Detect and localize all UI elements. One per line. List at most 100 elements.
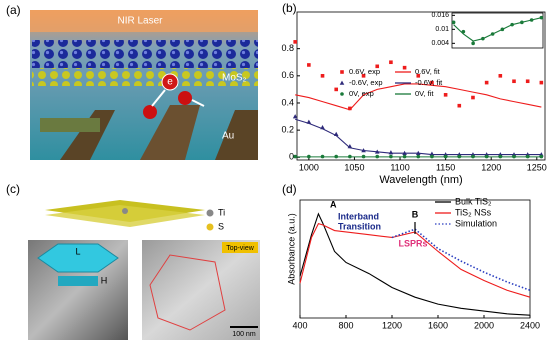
marker xyxy=(348,106,352,111)
scale-bar xyxy=(230,326,258,328)
au-bar xyxy=(40,118,100,132)
legend-text: TiS₂ NSs xyxy=(455,207,492,217)
x-tick-label: 1000 xyxy=(299,162,319,172)
marker xyxy=(320,74,325,78)
marker xyxy=(471,41,475,46)
y-tick-label: 0 xyxy=(289,152,294,162)
marker xyxy=(443,93,448,97)
marker xyxy=(307,63,311,67)
annotation: Interband xyxy=(338,211,379,221)
marker xyxy=(293,40,297,44)
y-tick-label: 0.016 xyxy=(431,12,449,19)
y-tick-label: 0.4 xyxy=(281,97,294,107)
marker xyxy=(339,80,345,85)
marker xyxy=(457,103,462,108)
arrow xyxy=(191,99,205,107)
panel-label: (b) xyxy=(282,1,297,15)
x-tick-label: 2400 xyxy=(520,320,540,330)
length-label: L xyxy=(75,246,80,256)
series-line xyxy=(299,222,531,298)
x-tick-label: 800 xyxy=(338,320,353,330)
laser-glow xyxy=(30,10,258,32)
x-tick-label: 1100 xyxy=(390,162,409,172)
marker xyxy=(525,79,530,84)
layer-label: MoS₂ xyxy=(222,73,247,84)
annotation: Transition xyxy=(338,221,381,231)
electron xyxy=(161,73,179,91)
legend-text: 0V, exp xyxy=(349,89,374,98)
arrow xyxy=(151,89,166,107)
x-tick-label: 1250 xyxy=(527,162,547,172)
legend-text: S xyxy=(218,221,224,231)
marker xyxy=(292,114,298,119)
y-tick-label: 0.004 xyxy=(431,40,449,47)
s-legend-dot xyxy=(206,223,214,231)
y-tick-label: 0.2 xyxy=(281,125,294,135)
legend-text: Simulation xyxy=(455,218,497,228)
y-axis-label: Absorbance (a.u.) xyxy=(286,213,296,285)
panel-label: (a) xyxy=(6,3,21,17)
legend-text: -0.6V, fit xyxy=(415,78,443,87)
annotation: B xyxy=(412,209,419,219)
marker xyxy=(402,65,407,70)
marker xyxy=(389,60,393,65)
au-slope xyxy=(140,105,200,160)
marker xyxy=(340,70,344,74)
view-badge xyxy=(222,242,258,253)
ti-atom xyxy=(122,208,128,214)
series-line xyxy=(299,212,531,316)
y-tick-label: 0.6 xyxy=(281,70,294,80)
marker xyxy=(498,74,503,78)
illustration-c: Ti S L H Top-view 100 nm xyxy=(28,200,260,340)
legend-text: 0V, fit xyxy=(415,89,434,98)
marker xyxy=(484,80,489,85)
height-label: H xyxy=(101,275,108,285)
marker xyxy=(340,92,344,96)
panel-label: (d) xyxy=(282,182,297,196)
x-tick-label: 1050 xyxy=(344,162,364,172)
marker xyxy=(512,79,516,84)
x-tick-label: 2000 xyxy=(474,320,494,330)
au-slope xyxy=(215,110,258,160)
legend-text: 0.6V, fit xyxy=(415,67,441,76)
legend-text: Bulk TiS₂ xyxy=(455,196,492,206)
ti-legend-dot xyxy=(206,209,214,217)
marker xyxy=(375,64,380,69)
illustration-a: NIR Laser e MoS₂ Au xyxy=(30,10,258,160)
scale-label: 100 nm xyxy=(232,331,256,338)
marker xyxy=(430,80,434,85)
x-tick-label: 1150 xyxy=(436,162,455,172)
series-line xyxy=(453,17,542,42)
legend-text: -0.6V, exp xyxy=(349,78,383,87)
marker xyxy=(539,80,544,85)
series-line xyxy=(295,83,542,111)
plot-frame xyxy=(451,12,544,49)
marker xyxy=(361,74,366,78)
view-label: Top-view xyxy=(226,245,255,252)
y-tick-label: 0.01 xyxy=(435,26,449,33)
x-tick-label: 400 xyxy=(292,320,307,330)
outline xyxy=(149,254,226,331)
legend-text: 0.6V, exp xyxy=(349,67,380,76)
x-tick-label: 1600 xyxy=(428,320,448,330)
s-layer xyxy=(32,68,258,86)
panel-label: (c) xyxy=(6,182,20,196)
laser-label: NIR Laser xyxy=(117,16,163,27)
hole xyxy=(143,105,157,119)
marker xyxy=(451,20,456,25)
annotation: LSPRs xyxy=(398,238,427,248)
mo-layer xyxy=(32,40,258,68)
marker xyxy=(471,95,475,100)
marker xyxy=(334,87,339,92)
hole xyxy=(178,91,192,105)
series-line xyxy=(391,228,531,291)
electron-label: e xyxy=(167,77,173,88)
x-axis-label: Wavelength (nm) xyxy=(379,174,462,186)
au-slope xyxy=(60,110,115,160)
hexagon xyxy=(37,243,119,273)
y-tick-label: 0.8 xyxy=(281,43,294,53)
marker xyxy=(416,74,421,78)
legend-text: Ti xyxy=(218,207,225,217)
layer-stack xyxy=(45,205,205,227)
